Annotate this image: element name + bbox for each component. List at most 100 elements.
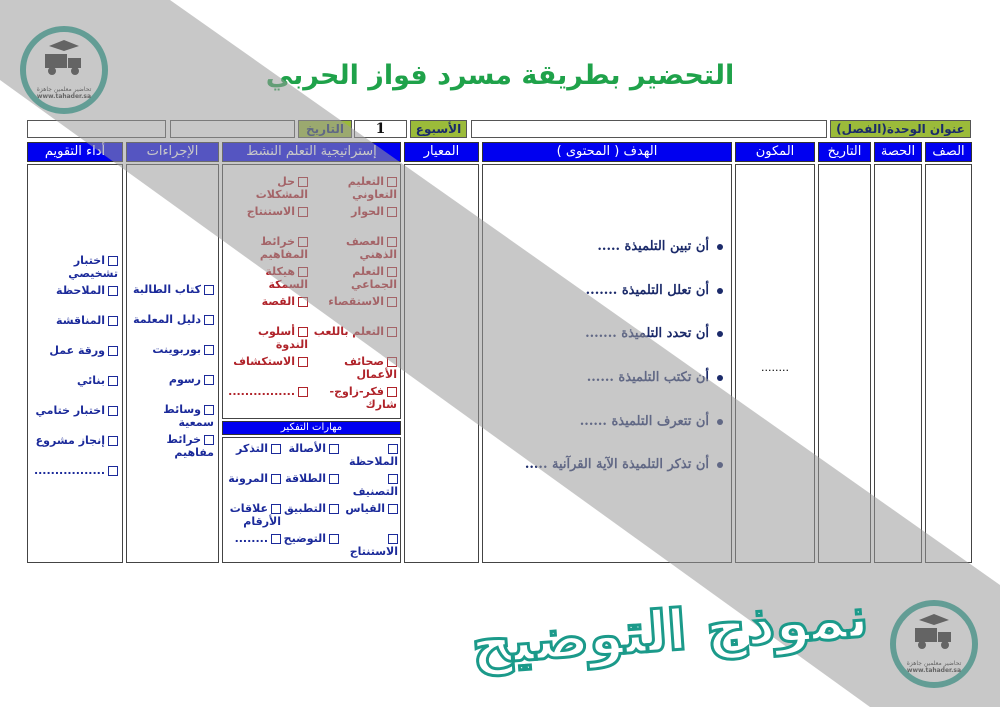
thinking-skills-cell: الملاحظة الأصالة التذكر التصنيف الطلاقة المرو…	[222, 437, 401, 563]
strategy-option[interactable]: العصف الذهني	[345, 235, 397, 261]
assessment-option[interactable]: الملاحظة	[30, 284, 118, 297]
checkbox-icon[interactable]	[204, 345, 214, 355]
strategy-option[interactable]: الاستقصاء	[311, 295, 397, 308]
strategy-option[interactable]: ................	[225, 385, 308, 398]
checkbox-icon[interactable]	[388, 444, 398, 454]
checkbox-icon[interactable]	[298, 357, 308, 367]
checkbox-icon[interactable]	[298, 207, 308, 217]
checkbox-icon[interactable]	[204, 315, 214, 325]
assessment-option[interactable]: إنجاز مشروع	[30, 434, 118, 447]
procedure-option[interactable]: خرائط مفاهيم	[166, 433, 214, 459]
strategy-option[interactable]: الاستنتاج	[225, 205, 308, 218]
week-field[interactable]: 1	[354, 120, 407, 138]
checkbox-icon[interactable]	[298, 177, 308, 187]
procedure-option[interactable]: دليل المعلمة	[129, 313, 214, 326]
assessment-cell: اختبار تشخيصي الملاحظة المناقشة ورقة عمل بنا…	[27, 164, 123, 563]
strategy-option[interactable]: خرائط المفاهيم	[259, 235, 308, 261]
checkbox-icon[interactable]	[329, 444, 339, 454]
assessment-option[interactable]: اختبار تشخيصي	[68, 254, 118, 280]
strategy-option[interactable]: صحائف الأعمال	[344, 355, 397, 381]
grade-cell[interactable]	[925, 164, 972, 563]
strategy-option[interactable]: هيكلة السمكة	[265, 265, 308, 291]
checkbox-icon[interactable]	[204, 435, 214, 445]
header-date: التاريخ	[818, 142, 871, 162]
thinking-skill-option[interactable]: الأصالة	[283, 442, 339, 455]
strategy-option[interactable]: الحوار	[311, 205, 397, 218]
strategy-option[interactable]: الاستكشاف	[225, 355, 308, 368]
checkbox-icon[interactable]	[387, 327, 397, 337]
checkbox-icon[interactable]	[108, 346, 118, 356]
checkbox-icon[interactable]	[108, 256, 118, 266]
checkbox-icon[interactable]	[108, 376, 118, 386]
checkbox-icon[interactable]	[298, 387, 308, 397]
checkbox-icon[interactable]	[108, 316, 118, 326]
checkbox-icon[interactable]	[388, 474, 398, 484]
checkbox-icon[interactable]	[298, 237, 308, 247]
objective-cell[interactable]: أن تبين التلميذة ..... أن تعلل التلميذة …	[482, 164, 732, 563]
checkbox-icon[interactable]	[204, 285, 214, 295]
strategy-option[interactable]: القصة	[225, 295, 308, 308]
checkbox-icon[interactable]	[388, 504, 398, 514]
thinking-skill-option[interactable]: الطلاقة	[283, 472, 339, 485]
strategy-option[interactable]: التعلم باللعب	[311, 325, 397, 338]
checkbox-icon[interactable]	[329, 474, 339, 484]
checkbox-icon[interactable]	[298, 327, 308, 337]
strategy-option[interactable]: التعلم الجماعي	[351, 265, 397, 291]
checkbox-icon[interactable]	[387, 387, 397, 397]
procedure-option[interactable]: رسوم	[129, 373, 214, 386]
period-cell[interactable]	[874, 164, 922, 563]
component-cell[interactable]: ........	[735, 164, 815, 563]
checkbox-icon[interactable]	[387, 177, 397, 187]
thinking-skill-option[interactable]: المرونة	[225, 472, 281, 485]
assessment-option[interactable]: .................	[30, 464, 118, 477]
date-cell[interactable]	[818, 164, 871, 563]
thinking-skill-option[interactable]: التطبيق	[283, 502, 339, 515]
strategy-option[interactable]: التعليم التعاوني	[347, 175, 397, 201]
strategy-option[interactable]: فكر-زاوج-شارك	[329, 385, 397, 411]
checkbox-icon[interactable]	[108, 406, 118, 416]
assessment-option[interactable]: المناقشة	[30, 314, 118, 327]
checkbox-icon[interactable]	[271, 444, 281, 454]
checkbox-icon[interactable]	[387, 267, 397, 277]
checkbox-icon[interactable]	[298, 297, 308, 307]
checkbox-icon[interactable]	[298, 267, 308, 277]
thinking-skill-option[interactable]: ........	[225, 532, 281, 545]
thinking-skill-option[interactable]: علاقات الأرقام	[229, 502, 281, 528]
checkbox-icon[interactable]	[108, 286, 118, 296]
checkbox-icon[interactable]	[387, 297, 397, 307]
checkbox-icon[interactable]	[387, 237, 397, 247]
logo-text: تحاضير معلمين جاهزة	[36, 86, 92, 93]
thinking-skill-option[interactable]: الاستنتاج	[341, 532, 398, 558]
checkbox-icon[interactable]	[108, 436, 118, 446]
strategy-option[interactable]: حل المشكلات	[255, 175, 308, 201]
thinking-skill-option[interactable]: التوضيح	[283, 532, 339, 545]
checkbox-icon[interactable]	[388, 534, 398, 544]
checkbox-icon[interactable]	[271, 534, 281, 544]
checkbox-icon[interactable]	[329, 504, 339, 514]
standard-cell[interactable]	[404, 164, 479, 563]
checkbox-icon[interactable]	[387, 357, 397, 367]
checkbox-icon[interactable]	[204, 405, 214, 415]
date-field[interactable]	[170, 120, 295, 138]
assessment-option[interactable]: ورقة عمل	[30, 344, 118, 357]
checkbox-icon[interactable]	[204, 375, 214, 385]
logo-url: www.tahader.sa	[36, 93, 92, 100]
procedure-option[interactable]: كتاب الطالبة	[129, 283, 214, 296]
bullet-icon	[717, 374, 723, 381]
checkbox-icon[interactable]	[387, 207, 397, 217]
assessment-option[interactable]: اختبار ختامي	[30, 404, 118, 417]
checkbox-icon[interactable]	[271, 504, 281, 514]
unit-title-field[interactable]	[471, 120, 827, 138]
procedure-option[interactable]: بوربوينت	[129, 343, 214, 356]
thinking-skill-option[interactable]: التذكر	[225, 442, 281, 455]
thinking-skill-option[interactable]: الملاحظة	[341, 442, 398, 468]
thinking-skill-option[interactable]: القياس	[341, 502, 398, 515]
assessment-option[interactable]: بنائي	[30, 374, 118, 387]
procedure-option[interactable]: وسائط سمعية	[163, 403, 214, 429]
blank-field[interactable]	[27, 120, 166, 138]
strategy-option[interactable]: أسلوب الندوة	[257, 325, 308, 351]
checkbox-icon[interactable]	[329, 534, 339, 544]
checkbox-icon[interactable]	[108, 466, 118, 476]
checkbox-icon[interactable]	[271, 474, 281, 484]
thinking-skill-option[interactable]: التصنيف	[341, 472, 398, 498]
